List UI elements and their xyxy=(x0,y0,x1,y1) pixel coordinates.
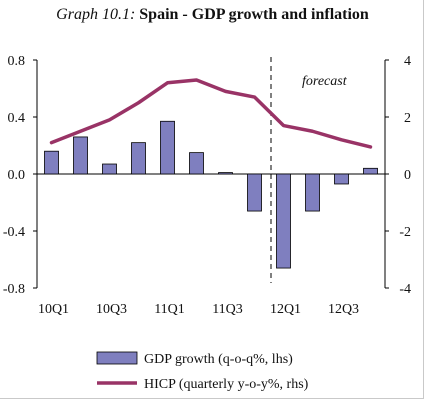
gdp-bar xyxy=(363,167,378,175)
gdp-bar xyxy=(334,173,349,185)
legend-label-hicp: HICP (quarterly y-o-y%, rhs) xyxy=(144,377,309,392)
gdp-bar xyxy=(276,173,291,269)
title-main: Spain - GDP growth and inflation xyxy=(139,6,369,23)
gdp-bar xyxy=(247,173,262,212)
right-tick-label: 2 xyxy=(404,111,411,126)
chart-title: Graph 10.1: Spain - GDP growth and infla… xyxy=(0,6,425,24)
x-tick-label: 12Q1 xyxy=(270,302,301,317)
right-tick-label: 0 xyxy=(404,168,411,183)
gdp-bar xyxy=(131,142,146,175)
gdp-bar xyxy=(305,173,320,212)
left-tick-label: -0.8 xyxy=(3,282,25,297)
left-tick-label: -0.4 xyxy=(3,225,25,240)
x-tick-label: 11Q3 xyxy=(212,302,243,317)
gdp-bar xyxy=(102,163,117,175)
x-tick-label: 12Q3 xyxy=(328,302,359,317)
right-tick-label: -4 xyxy=(399,282,411,297)
gdp-bar xyxy=(189,152,204,175)
right-tick-label: -2 xyxy=(399,225,411,240)
left-tick-label: 0.4 xyxy=(8,111,26,126)
x-tick-label: 10Q3 xyxy=(96,302,127,317)
left-tick-label: 0.0 xyxy=(8,168,26,183)
forecast-annotation: forecast xyxy=(302,74,348,89)
legend-swatch-gdp xyxy=(96,351,138,365)
x-tick-label: 11Q1 xyxy=(154,302,185,317)
gdp-bar xyxy=(44,150,59,175)
x-tick-label: 10Q1 xyxy=(38,302,69,317)
gdp-bar xyxy=(160,120,175,175)
gdp-bar xyxy=(73,136,88,175)
hicp-line xyxy=(49,78,373,149)
title-prefix: Graph 10.1: xyxy=(56,6,136,23)
right-tick-label: 4 xyxy=(404,54,411,69)
gdp-bar xyxy=(218,172,233,175)
legend-label-gdp: GDP growth (q-o-q%, lhs) xyxy=(144,352,293,367)
left-tick-label: 0.8 xyxy=(8,54,26,69)
